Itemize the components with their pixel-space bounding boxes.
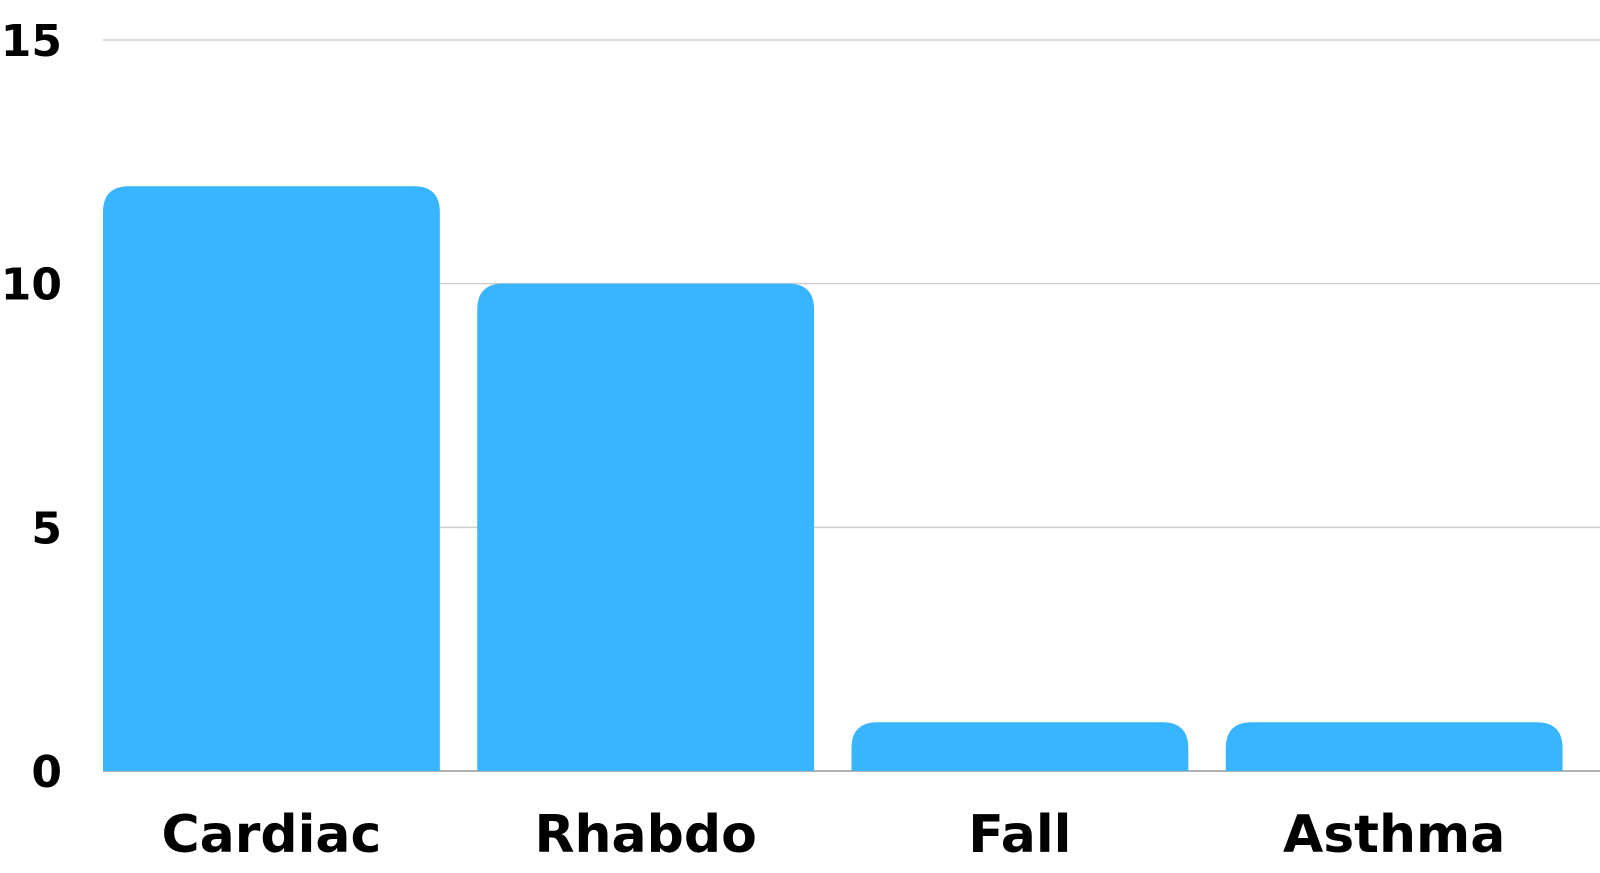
y-tick-label: 15 — [1, 16, 62, 67]
x-tick-label: Cardiac — [161, 805, 381, 865]
bar-asthma — [1225, 722, 1563, 771]
bar-rhabdo — [477, 283, 815, 771]
y-tick-label: 5 — [31, 503, 62, 554]
x-tick-label: Asthma — [1283, 805, 1505, 865]
bar-cardiac — [103, 186, 440, 771]
x-tick-label: Fall — [968, 805, 1071, 865]
bar-fall — [851, 722, 1189, 771]
y-tick-label: 10 — [1, 260, 62, 311]
x-axis-labels: Cardiac Rhabdo Fall Asthma — [161, 805, 1505, 865]
x-tick-label: Rhabdo — [534, 805, 756, 865]
y-axis-ticks: 0 5 10 15 — [1, 16, 62, 798]
bar-layer — [103, 186, 1563, 771]
y-tick-label: 0 — [31, 747, 62, 798]
